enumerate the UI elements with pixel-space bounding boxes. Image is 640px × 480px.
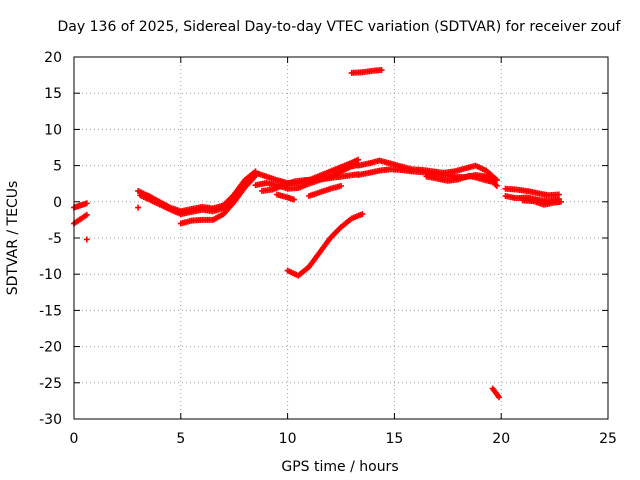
x-axis-label: GPS time / hours [281,459,398,475]
y-tick-label: 15 [44,86,62,102]
y-tick-label: -30 [39,412,62,428]
x-tick-label: 10 [279,431,297,447]
data-point [558,198,565,205]
x-axis: 0 5 10 15 20 25 [70,57,617,447]
data-points [71,67,565,401]
y-tick-label: -20 [39,340,62,356]
data-point [359,211,366,218]
x-tick-label: 5 [176,431,185,447]
x-tick-label: 25 [599,431,617,447]
y-axis-label: SDTVAR / TECUs [5,181,21,296]
y-tick-label: 20 [44,50,62,66]
data-point [83,200,90,207]
data-point [83,236,90,243]
data-point [83,211,90,218]
x-tick-label: 0 [70,431,79,447]
y-tick-label: -10 [39,267,62,283]
data-point [493,182,500,189]
y-tick-label: -5 [48,231,62,247]
x-tick-label: 20 [492,431,510,447]
y-tick-label: 5 [53,159,62,175]
data-point [493,177,500,184]
y-tick-label: -15 [39,303,62,319]
data-point [496,394,503,401]
x-tick-label: 15 [385,431,403,447]
y-tick-label: 10 [44,122,62,138]
data-point [135,204,142,211]
y-tick-label: 0 [53,195,62,211]
data-point [338,182,344,189]
data-point [355,156,362,163]
data-point [291,196,298,203]
chart-title: Day 136 of 2025, Sidereal Day-to-day VTE… [58,19,622,35]
grid [74,57,608,419]
data-point [487,178,494,185]
data-point [378,67,385,74]
y-tick-label: -25 [39,376,62,392]
y-axis: 20 15 10 5 0 -5 -10 -15 -20 -25 -30 [39,50,608,428]
